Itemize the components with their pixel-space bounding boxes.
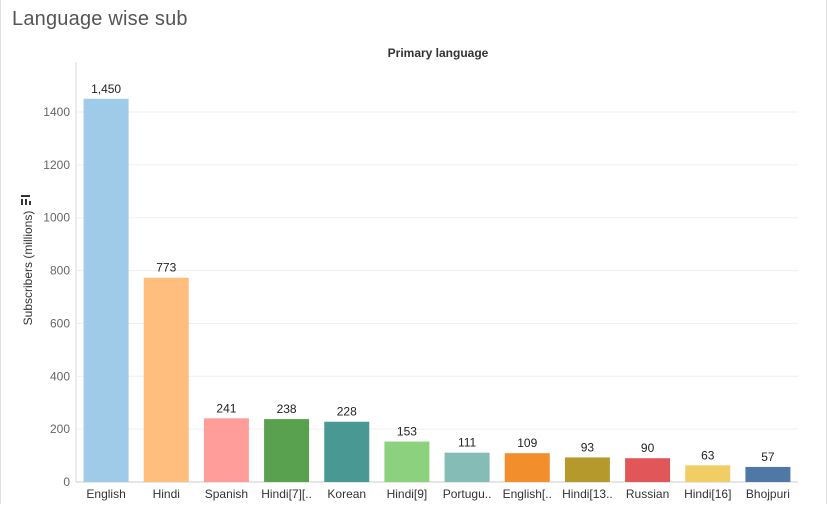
bar[interactable]: [444, 452, 490, 482]
bar[interactable]: [625, 458, 671, 482]
x-category-label: Hindi[9]: [387, 487, 428, 501]
bar[interactable]: [384, 441, 430, 482]
x-category-label: Korean: [327, 487, 366, 501]
x-category-label: Hindi[13..: [562, 487, 613, 501]
sheet-title: Language wise sub: [12, 8, 188, 30]
bar-value-label: 228: [337, 405, 357, 419]
y-tick-label: 200: [50, 422, 70, 436]
bar-value-label: 153: [397, 425, 417, 439]
bar[interactable]: [83, 98, 129, 483]
bar[interactable]: [264, 419, 310, 482]
column-header-label: Primary language: [387, 46, 489, 60]
bar-value-label: 241: [216, 401, 236, 415]
bar-value-label: 57: [761, 450, 775, 464]
x-category-label: Hindi: [153, 487, 180, 501]
bar-value-label: 63: [701, 448, 715, 462]
bar-value-label: 111: [458, 436, 477, 450]
y-tick-label: 400: [50, 369, 70, 383]
x-category-label: Hindi[16]: [684, 487, 731, 501]
bar-value-label: 109: [517, 436, 537, 450]
y-tick-label: 0: [63, 475, 70, 489]
x-category-label: Russian: [626, 487, 669, 501]
bar-value-label: 93: [581, 440, 595, 454]
x-category-label: Bhojpuri: [746, 487, 790, 501]
bar-value-label: 773: [156, 261, 176, 275]
x-category-label: Hindi[7][..: [261, 487, 312, 501]
x-category-label: English[..: [503, 487, 552, 501]
bar[interactable]: [203, 418, 249, 482]
sort-icon[interactable]: [20, 194, 32, 206]
bar-value-label: 1,450: [91, 82, 121, 96]
bar[interactable]: [564, 457, 610, 482]
y-tick-label: 1400: [43, 105, 70, 119]
bar[interactable]: [685, 465, 731, 482]
y-tick-label: 1200: [43, 158, 70, 172]
bar[interactable]: [745, 466, 791, 482]
bar[interactable]: [143, 277, 189, 482]
x-category-label: Portugu..: [443, 487, 492, 501]
bar-value-label: 238: [277, 402, 297, 416]
x-category-label: Spanish: [205, 487, 248, 501]
bar[interactable]: [324, 421, 370, 482]
y-tick-label: 800: [50, 264, 70, 278]
bar-value-label: 90: [641, 441, 655, 455]
y-tick-label: 1000: [43, 211, 70, 225]
bar[interactable]: [504, 453, 550, 482]
x-category-label: English: [86, 487, 125, 501]
y-tick-label: 600: [50, 316, 70, 330]
